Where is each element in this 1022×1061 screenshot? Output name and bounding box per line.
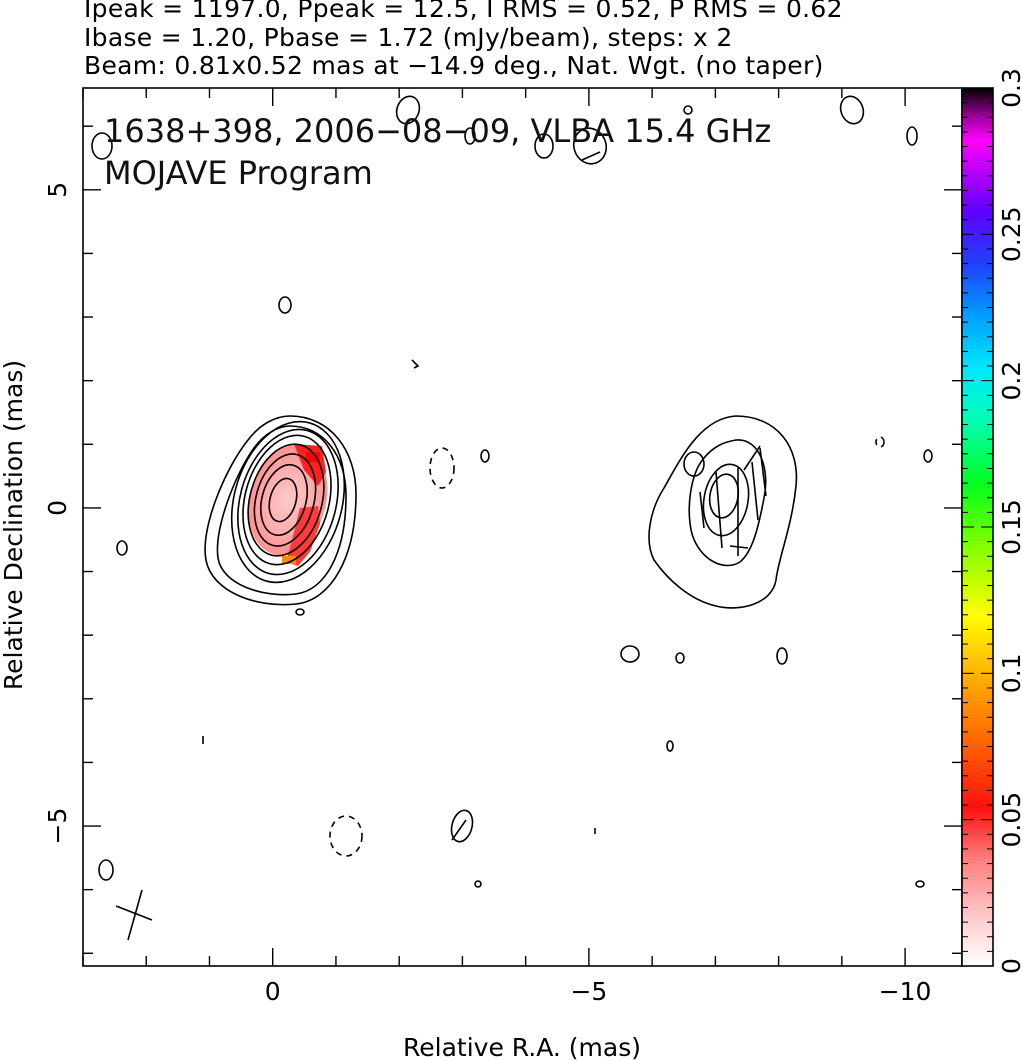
x-axis-label: Relative R.A. (mas)	[403, 1033, 641, 1061]
x-tick-label: −5	[570, 977, 607, 1006]
header-line-1: Ipeak = 1197.0, Ppeak = 12.5, I RMS = 0.…	[84, 0, 843, 23]
colorbar-tick-label: 0.05	[997, 792, 1022, 848]
plot-frame: 0 −5 −10 5 0 −5	[43, 87, 963, 1006]
colorbar-ticks: 0 0.05 0.1 0.15 0.2 0.25 0.3	[962, 68, 1022, 974]
core-contours	[204, 415, 357, 616]
colorbar-tick-label: 0.2	[997, 361, 1022, 401]
colorbar-tick-label: 0.25	[997, 206, 1022, 262]
colorbar-tick-label: 0.3	[997, 68, 1022, 108]
y-tick-label: −5	[43, 808, 72, 845]
plot-border	[82, 87, 963, 967]
colorbar-tick-label: 0.1	[997, 653, 1022, 693]
header-line-3: Beam: 0.81x0.52 mas at −14.9 deg., Nat. …	[84, 51, 824, 80]
noise-contours	[91, 95, 933, 888]
jet-contours	[648, 415, 798, 609]
plot-subtitle: MOJAVE Program	[104, 154, 373, 192]
polarization-vectors	[451, 151, 767, 841]
header-line-2: Ibase = 1.20, Pbase = 1.72 (mJy/beam), s…	[84, 23, 733, 52]
y-axis-label: Relative Declination (mas)	[0, 360, 28, 690]
colorbar-tick-label: 0	[997, 958, 1022, 974]
plot-title: 1638+398, 2006−08−09, VLBA 15.4 GHz	[104, 112, 771, 150]
y-tick-label: 5	[43, 182, 72, 198]
x-tick-label: −10	[879, 977, 932, 1006]
x-tick-label: 0	[265, 977, 281, 1006]
colorbar-tick-label: 0.15	[997, 499, 1022, 555]
y-tick-label: 0	[43, 500, 72, 516]
polarization-map	[248, 444, 328, 566]
beam-marker	[115, 889, 153, 941]
